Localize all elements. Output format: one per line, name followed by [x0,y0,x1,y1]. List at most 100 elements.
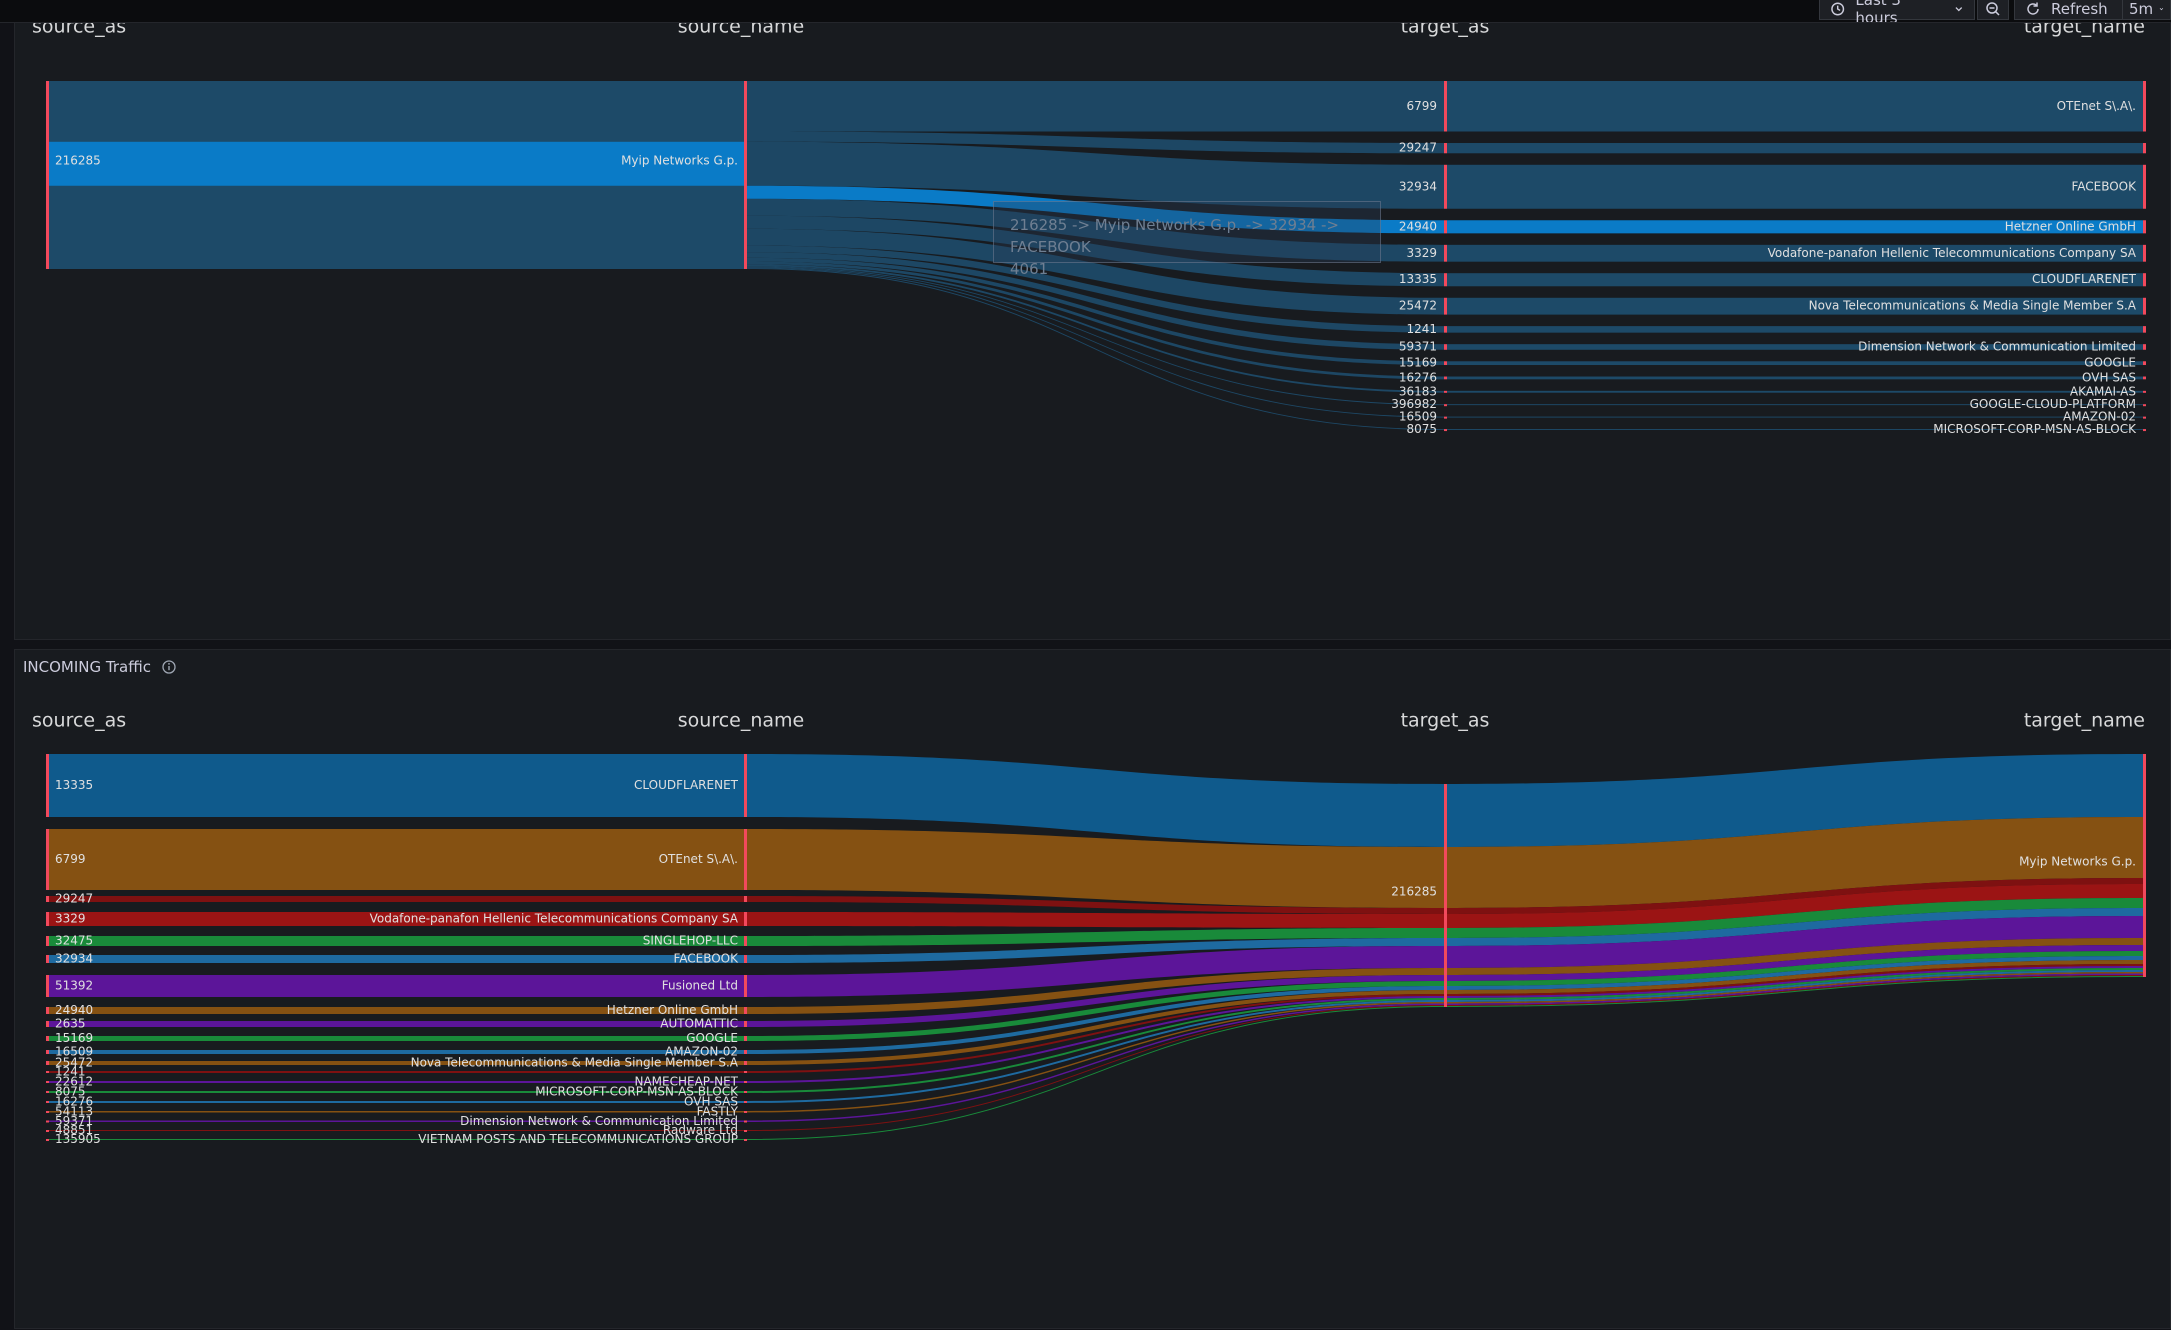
flow-link [1447,220,2143,234]
node-target-as [1444,220,1447,234]
flow-link [1447,429,2143,430]
flow-link [747,896,1444,914]
refresh-button[interactable]: Refresh [2014,0,2123,20]
flow-link [1446,908,2143,946]
node-source-as [46,81,49,269]
refresh-label: Refresh [2051,0,2108,18]
outgoing-traffic-panel: source_as source_name target_as target_name… [14,22,2171,640]
flow-link [747,267,1444,418]
node-label: 13335 [55,778,93,792]
flow-link [1447,297,2143,315]
outgoing-sankey-chart: source_as source_name target_as target_name… [32,23,2146,436]
clock-icon [1831,2,1845,15]
node-target-name [2143,404,2146,407]
flow-link [48,1111,746,1113]
flow-link [747,1006,1444,1140]
flow-link [1447,326,2143,333]
panel-header: INCOMING Traffic [23,658,177,676]
flow-link [48,975,746,997]
node-source-name [744,829,747,890]
column-header-target-name: target_name [2024,710,2145,732]
node-label: 6799 [55,852,86,866]
time-range-picker[interactable]: Last 3 hours [1819,0,1975,27]
node-label: Nova Telecommunications & Media Single M… [1809,299,2137,313]
column-header-source-name: source_name [678,710,804,732]
node-label: 3329 [1406,246,1437,260]
node-label: Myip Networks G.p. [2019,855,2136,869]
flow-link [747,215,1444,287]
flow-link [48,1120,746,1122]
node-label: GOOGLE [686,1031,738,1045]
node-source-as [46,936,49,946]
node-target-name [2143,326,2146,333]
node-source-name [744,754,747,817]
node-target-name [2143,344,2146,350]
node-label: 32475 [55,934,93,948]
flow-link [747,81,1444,132]
node-label: Fusioned Ltd [662,979,738,993]
node-label: 29247 [55,892,93,906]
node-label: AUTOMATTIC [660,1017,738,1031]
flow-link [1446,878,2143,914]
node-source-name [744,1061,747,1065]
node-label: NAMECHEAP-NET [634,1075,738,1089]
node-target-name [2143,273,2146,287]
flow-link [1446,973,2143,1005]
node-target-as [1444,784,1447,1007]
flow-link [747,252,1444,350]
flow-link [48,1050,746,1054]
flow-link [747,228,1444,315]
node-source-name [744,1139,747,1141]
node-label: 135905 [55,1132,101,1146]
node-label: 32934 [55,952,93,966]
flow-link [1447,244,2143,262]
node-target-name [2143,297,2146,315]
flow-link [747,198,1444,262]
node-target-as [1444,244,1447,262]
node-target-as [1444,164,1447,209]
node-source-as [46,829,49,890]
flow-link [747,268,1444,430]
flow-link [48,1130,746,1131]
flow-link [1446,945,2143,981]
node-label: Nova Telecommunications & Media Single M… [411,1056,739,1070]
flow-link [747,131,1444,154]
node-label: 36183 [1399,384,1437,398]
flow-link [747,261,1444,380]
node-source-as [46,1120,49,1123]
node-target-as [1444,81,1447,132]
node-label: OVH SAS [2082,370,2136,384]
flow-link [48,754,746,817]
node-label: SINGLEHOP-LLC [643,934,738,948]
flow-link [48,955,746,963]
flow-link [48,1036,746,1041]
chevron-down-icon [1955,6,1963,11]
node-source-as [46,1021,49,1027]
node-target-name [2143,361,2146,366]
flow-tooltip: 216285 -> Myip Networks G.p. -> 32934 ->… [993,201,1381,278]
node-source-name [744,955,747,963]
flow-link [747,928,1444,946]
flow-link [48,1021,746,1027]
node-label: 396982 [1391,397,1437,411]
node-label: 16276 [55,1095,93,1109]
flow-link [48,1139,746,1140]
zoom-out-button[interactable] [1977,0,2009,20]
refresh-interval-picker[interactable]: 5m [2122,0,2171,20]
flow-link [48,1007,746,1014]
node-source-name [744,1007,747,1014]
node-target-as [1444,404,1447,407]
info-icon[interactable] [161,659,177,675]
column-header-source-as: source_as [32,710,126,732]
node-label: 1241 [55,1065,86,1079]
flow-link [747,257,1444,366]
flow-link [747,1005,1444,1131]
node-source-as [46,1101,49,1103]
node-label: 48851 [55,1123,93,1137]
node-target-as [1444,376,1447,380]
node-source-name [744,1111,747,1113]
flow-link [747,975,1444,1027]
flow-link [747,938,1444,963]
flow-link [48,936,746,946]
node-target-as [1444,361,1447,366]
